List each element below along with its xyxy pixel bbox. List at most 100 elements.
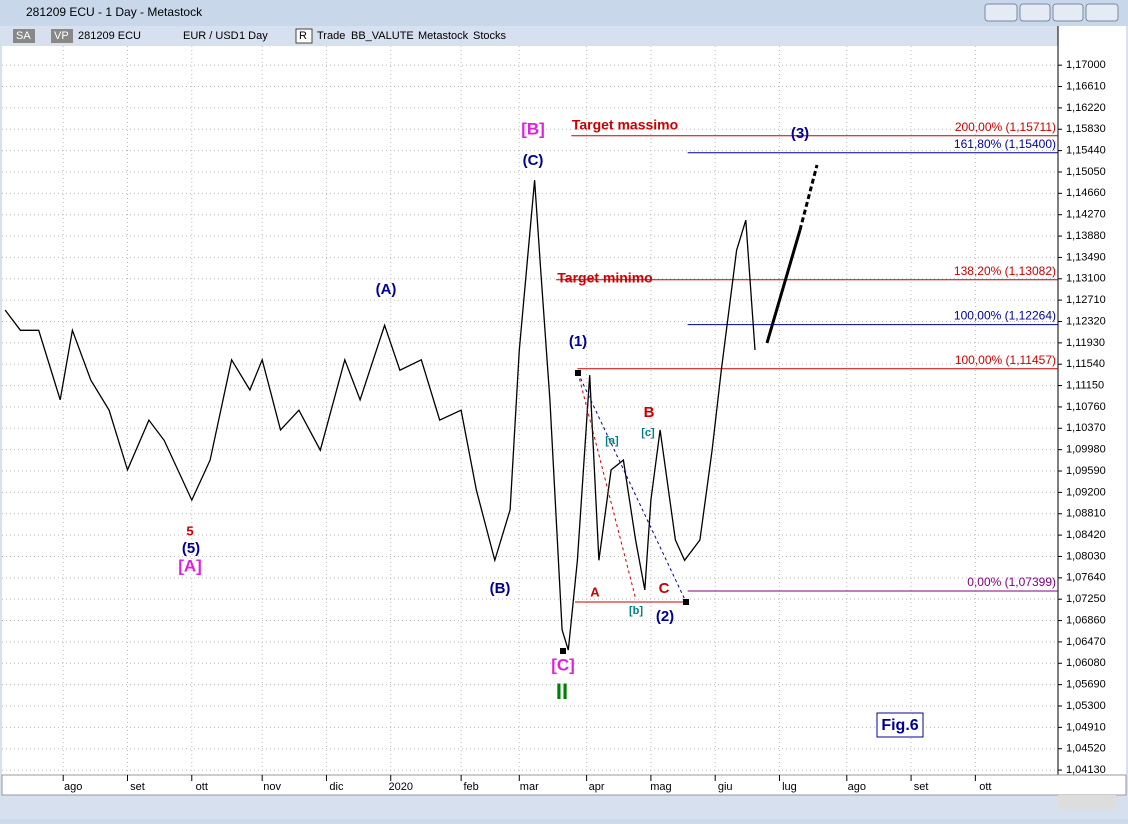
toolbar-item: BB_VALUTE bbox=[351, 30, 414, 42]
x-tick-label: apr bbox=[589, 781, 605, 793]
window-title: 281209 ECU - 1 Day - Metastock bbox=[26, 5, 203, 19]
y-tick-label: 1,06080 bbox=[1066, 657, 1106, 669]
y-tick-label: 1,16220 bbox=[1066, 102, 1106, 114]
fib-label: 0,00% (1,07399) bbox=[967, 575, 1056, 589]
y-tick-label: 1,05300 bbox=[1066, 700, 1106, 712]
x-tick-label: mag bbox=[650, 781, 671, 793]
anchor bbox=[575, 370, 581, 376]
toolbar-item: Trade bbox=[317, 30, 345, 42]
y-tick-label: 1,08420 bbox=[1066, 529, 1106, 541]
y-tick-label: 1,09590 bbox=[1066, 465, 1106, 477]
wave-label: (1) bbox=[569, 333, 587, 350]
x-tick-label: nov bbox=[263, 781, 281, 793]
wave-label: (C) bbox=[523, 152, 544, 169]
wave-label: II bbox=[556, 679, 568, 704]
channel-line bbox=[577, 372, 687, 603]
x-tick-label: ago bbox=[64, 781, 82, 793]
x-tick-label: lug bbox=[782, 781, 797, 793]
y-tick-label: 1,12320 bbox=[1066, 315, 1106, 327]
wave-label: [b] bbox=[629, 605, 643, 617]
toolbar-item: VP bbox=[54, 30, 69, 42]
toolbar-item: R bbox=[299, 30, 307, 42]
wave-label: 5 bbox=[186, 523, 193, 538]
x-tick-label: dic bbox=[329, 781, 344, 793]
price-line bbox=[4, 180, 756, 651]
y-tick-label: 1,15440 bbox=[1066, 145, 1106, 157]
x-tick-label: mar bbox=[520, 781, 539, 793]
x-tick-label: giu bbox=[718, 781, 733, 793]
y-tick-label: 1,14660 bbox=[1066, 187, 1106, 199]
fib-label: 138,20% (1,13082) bbox=[954, 264, 1056, 278]
x-tick-label: ott bbox=[979, 781, 991, 793]
fib-label: 161,80% (1,15400) bbox=[954, 137, 1056, 151]
y-tick-label: 1,15050 bbox=[1066, 166, 1106, 178]
plot-area bbox=[2, 46, 1058, 775]
y-tick-label: 1,06860 bbox=[1066, 614, 1106, 626]
y-tick-label: 1,07640 bbox=[1066, 572, 1106, 584]
wave-label: (3) bbox=[791, 125, 809, 142]
wave-label: (5) bbox=[182, 540, 200, 557]
wave-label: [a] bbox=[605, 435, 619, 447]
toolbar-item: Metastock bbox=[418, 30, 469, 42]
wave-label: (A) bbox=[376, 281, 397, 298]
title-bar bbox=[0, 0, 1128, 26]
scrollbar[interactable] bbox=[1058, 795, 1116, 809]
y-tick-label: 1,10760 bbox=[1066, 401, 1106, 413]
toolbar-button[interactable] bbox=[51, 29, 73, 43]
wave-label: [C] bbox=[551, 655, 575, 674]
y-tick-label: 1,08030 bbox=[1066, 550, 1106, 562]
x-tick-label: ott bbox=[196, 781, 208, 793]
y-tick-label: 1,11150 bbox=[1066, 379, 1104, 391]
projection bbox=[765, 229, 802, 344]
y-tick-label: 1,11930 bbox=[1066, 337, 1105, 349]
y-tick-label: 1,13100 bbox=[1066, 273, 1106, 285]
fib-label: 100,00% (1,11457) bbox=[955, 353, 1056, 367]
wave-label: B bbox=[644, 404, 655, 421]
y-tick-label: 1,15830 bbox=[1066, 123, 1106, 135]
time-axis bbox=[1, 774, 1127, 796]
y-tick-label: 1,14270 bbox=[1066, 209, 1106, 221]
x-tick-label: 2020 bbox=[388, 781, 412, 793]
toolbar-item: EUR / USD bbox=[183, 30, 239, 42]
y-tick-label: 1,06470 bbox=[1066, 636, 1106, 648]
y-tick-label: 1,04910 bbox=[1066, 721, 1106, 733]
fig-label: Fig.6 bbox=[881, 717, 918, 734]
fib-label: 100,00% (1,12264) bbox=[954, 309, 1056, 323]
x-tick-label: feb bbox=[463, 781, 478, 793]
toolbar-button[interactable] bbox=[13, 29, 35, 43]
y-tick-label: 1,13490 bbox=[1066, 251, 1106, 263]
wave-label: [A] bbox=[178, 556, 202, 575]
y-tick-label: 1,05690 bbox=[1066, 679, 1106, 691]
x-tick-label: set bbox=[130, 781, 145, 793]
toolbar-item: Stocks bbox=[473, 30, 507, 42]
toolbar-button[interactable] bbox=[295, 28, 313, 44]
y-tick-label: 1,10370 bbox=[1066, 422, 1106, 434]
y-tick-label: 1,09980 bbox=[1066, 444, 1106, 456]
y-tick-label: 1,11540 bbox=[1066, 358, 1105, 370]
price-axis bbox=[1058, 26, 1126, 775]
wave-label: A bbox=[590, 584, 600, 599]
restore-button[interactable] bbox=[984, 3, 1018, 22]
toolbar-item: SA bbox=[16, 30, 31, 42]
wave-label: (B) bbox=[490, 580, 511, 597]
toolbar-item: 281209 ECU bbox=[78, 30, 141, 42]
minimize-button[interactable] bbox=[1019, 3, 1051, 22]
x-tick-label: ago bbox=[848, 781, 866, 793]
maximize-button[interactable] bbox=[1052, 3, 1084, 22]
y-tick-label: 1,04520 bbox=[1066, 743, 1106, 755]
toolbar: SA VP 281209 ECU EUR / USD 1 Day R Trade BB_VAL… bbox=[13, 28, 507, 44]
y-tick-label: 1,09200 bbox=[1066, 486, 1106, 498]
x-tick-label: set bbox=[914, 781, 929, 793]
y-tick-label: 1,04130 bbox=[1066, 764, 1106, 776]
y-tick-label: 1,08810 bbox=[1066, 508, 1106, 520]
wave-label: [c] bbox=[641, 427, 655, 439]
close-button[interactable] bbox=[1085, 3, 1119, 22]
y-tick-label: 1,12710 bbox=[1066, 294, 1106, 306]
projection-dashed bbox=[798, 164, 819, 231]
fib-label: 200,00% (1,15711) bbox=[955, 120, 1056, 134]
target-label: Target massimo bbox=[572, 117, 678, 133]
anchor bbox=[683, 599, 689, 605]
anchor bbox=[560, 648, 566, 654]
fig-box bbox=[876, 712, 924, 738]
